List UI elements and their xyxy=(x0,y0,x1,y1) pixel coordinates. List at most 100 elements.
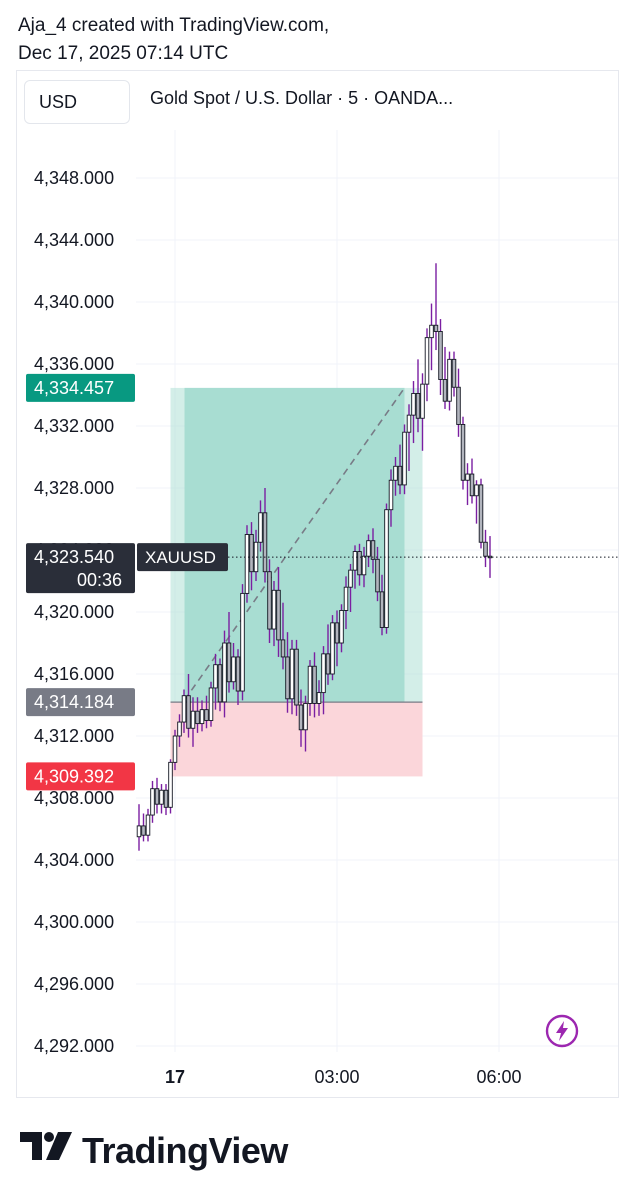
candle-body xyxy=(204,709,209,721)
candle-body xyxy=(442,379,448,402)
candle-body xyxy=(294,648,299,706)
candle-body xyxy=(141,825,146,836)
entry-price-tag-text: 4,314.184 xyxy=(34,692,114,712)
y-tick-label: 4,296.000 xyxy=(34,974,114,994)
candle xyxy=(415,359,421,433)
candle-body xyxy=(186,695,191,729)
candle xyxy=(141,813,146,842)
candle-body xyxy=(474,484,479,497)
candle xyxy=(267,559,272,643)
last-price-tag: 4,323.540 00:36 xyxy=(26,543,135,594)
price-labels: 4,334.4574,323.4704,314.1844,309.3924,32… xyxy=(26,373,228,791)
y-tick-label: 4,300.000 xyxy=(34,912,114,932)
candle xyxy=(298,689,304,747)
candle-body xyxy=(285,656,290,700)
candle xyxy=(316,680,322,716)
candle xyxy=(199,700,205,732)
candle xyxy=(213,653,218,710)
credit-date-line: Dec 17, 2025 07:14 UTC xyxy=(18,43,229,64)
candle xyxy=(303,695,308,752)
candle-body xyxy=(240,592,245,692)
candle-body xyxy=(231,656,236,683)
candles xyxy=(136,263,618,851)
candle xyxy=(226,612,232,693)
candle-body xyxy=(357,551,362,576)
candle xyxy=(289,639,295,715)
candle xyxy=(433,263,439,351)
candle xyxy=(424,328,430,402)
candle xyxy=(222,630,227,718)
candle xyxy=(231,643,236,690)
candle-body xyxy=(402,431,407,486)
candle-body xyxy=(316,692,322,704)
candle xyxy=(438,319,443,395)
last-price-bg xyxy=(26,543,135,594)
y-tick-label: 4,292.000 xyxy=(34,1036,114,1056)
candle xyxy=(334,610,340,667)
currency-selector[interactable]: USD xyxy=(24,80,130,124)
candle xyxy=(168,759,173,814)
candle-body xyxy=(168,761,173,808)
candle-body xyxy=(177,721,182,737)
candle xyxy=(186,674,191,738)
candle-body xyxy=(195,710,200,725)
candle xyxy=(397,444,403,495)
candle xyxy=(150,780,155,823)
symbol-title[interactable]: Gold Spot / U.S. Dollar · 5 · OANDA... xyxy=(150,88,454,108)
candle xyxy=(145,808,151,842)
target-price-tag-bg xyxy=(26,373,135,402)
candle xyxy=(177,714,182,747)
candle-body xyxy=(271,589,277,630)
lightning-icon[interactable] xyxy=(545,1014,579,1048)
candle-body xyxy=(415,393,421,419)
stop-price-tag: 4,309.392 xyxy=(26,762,135,791)
candle xyxy=(163,784,169,816)
x-axis[interactable]: 17 03:00 06:00 xyxy=(165,1067,522,1087)
candle xyxy=(447,351,452,411)
candle xyxy=(361,546,367,588)
candle xyxy=(339,604,344,653)
candle xyxy=(411,381,416,444)
candle-body xyxy=(370,540,376,560)
y-tick-label: 4,316.000 xyxy=(34,664,114,684)
candle-body xyxy=(366,540,371,557)
credit-author-line: Aja_4 created with TradingView.com, xyxy=(18,15,330,36)
symbol-tag-text: XAUUSD xyxy=(145,548,216,567)
candle-body xyxy=(465,473,470,481)
candle-body xyxy=(379,591,385,628)
candle-body xyxy=(181,695,187,723)
trade-path-line xyxy=(183,387,406,701)
candle xyxy=(451,351,457,397)
candle xyxy=(379,574,385,636)
candle-body xyxy=(267,571,272,630)
entry-price-tag-bg xyxy=(26,688,135,717)
candle-body xyxy=(213,664,218,689)
candle-body xyxy=(334,622,340,644)
candle xyxy=(469,458,475,504)
candle xyxy=(249,522,254,591)
candle xyxy=(366,534,371,568)
candle-body xyxy=(339,610,344,644)
candle-body xyxy=(447,358,452,402)
candle-body xyxy=(289,648,295,700)
candle xyxy=(208,681,214,727)
y-tick-label: 4,304.000 xyxy=(34,850,114,870)
candle xyxy=(136,804,142,851)
candle-body xyxy=(406,414,412,433)
y-tick-label: 4,320.000 xyxy=(34,602,114,622)
symbol-tag-bg xyxy=(137,543,228,572)
candle xyxy=(325,624,331,685)
candle-body xyxy=(456,386,461,425)
candle-body xyxy=(280,639,286,658)
chart-credit: Aja_4 created with TradingView.com, Dec … xyxy=(18,12,329,68)
candle-body xyxy=(361,555,367,576)
candle xyxy=(456,368,461,437)
candle-body xyxy=(348,569,353,588)
x-tick-label: 03:00 xyxy=(314,1067,359,1087)
y-axis[interactable]: 4,348.000 4,344.000 4,340.000 4,336.000 4,33… xyxy=(34,168,114,1056)
candle-body xyxy=(438,331,443,380)
candle xyxy=(195,697,200,733)
candle-body xyxy=(451,358,457,388)
candle xyxy=(406,404,412,471)
